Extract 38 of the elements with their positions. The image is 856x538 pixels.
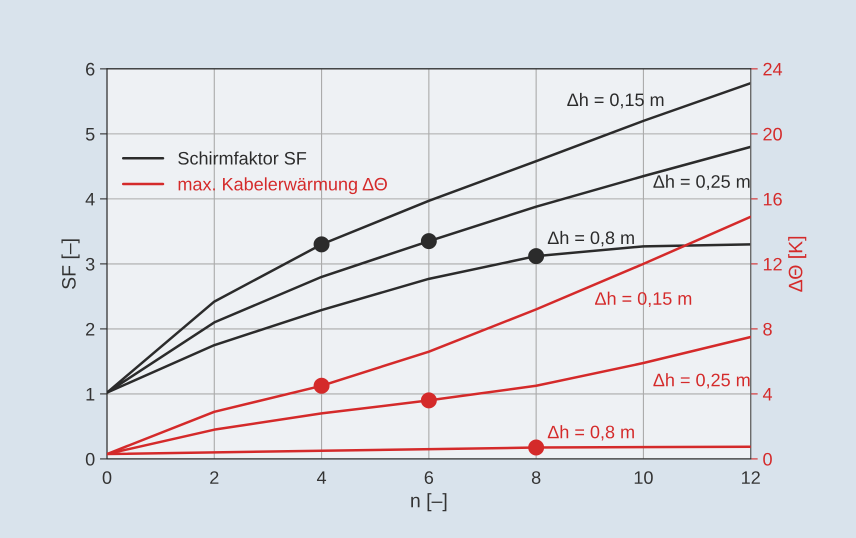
y-tick-label: 0 (86, 452, 94, 466)
x-axis-title: n [–] (411, 493, 446, 512)
y-tick-label: 6 (86, 62, 94, 76)
x-tick-label: 6 (424, 471, 434, 484)
annotation: Δh = 0,8 m (548, 425, 634, 441)
y2-tick-label: 4 (762, 388, 772, 400)
annotation: Δh = 0,25 m (653, 174, 750, 190)
legend-label: max. Kabelerwärmung ΔΘ (178, 177, 387, 194)
y2-tick-label: 0 (763, 452, 772, 466)
y2-tick-label: 20 (763, 128, 782, 141)
y2-tick-label: 16 (764, 192, 782, 206)
point (314, 236, 330, 252)
annotation: Δh = 0,25 m (653, 373, 750, 389)
y2-axis-title: ΔΘ [K] (788, 236, 806, 292)
x-tick-label: 0 (102, 471, 112, 484)
y-tick-label: 2 (86, 322, 94, 336)
annotation: Δh = 0,15 m (567, 92, 664, 108)
y2-tick-label: 8 (763, 322, 772, 336)
x-tick-label: 2 (210, 471, 218, 484)
y-tick-label: 1 (86, 388, 94, 400)
y2-tick-label: 24 (763, 62, 782, 76)
point (314, 378, 330, 394)
legend-label: Schirmfaktor SF (178, 151, 306, 165)
x-tick-label: 4 (316, 471, 326, 484)
x-tick-label: 8 (532, 471, 540, 484)
annotation: Δh = 0,8 m (548, 230, 634, 246)
annotation: Δh = 0,15 m (595, 292, 692, 308)
y-tick-label: 3 (86, 258, 94, 271)
y-tick-label: 4 (86, 193, 95, 206)
point (420, 392, 437, 408)
y-tick-label: 5 (86, 128, 94, 141)
y2-tick-label: 12 (764, 258, 782, 270)
point (528, 248, 544, 264)
x-tick-label: 12 (742, 471, 760, 484)
point (420, 233, 437, 250)
point (528, 440, 544, 456)
y-axis-title: SF [–] (61, 239, 80, 289)
x-tick-label: 10 (634, 471, 653, 484)
